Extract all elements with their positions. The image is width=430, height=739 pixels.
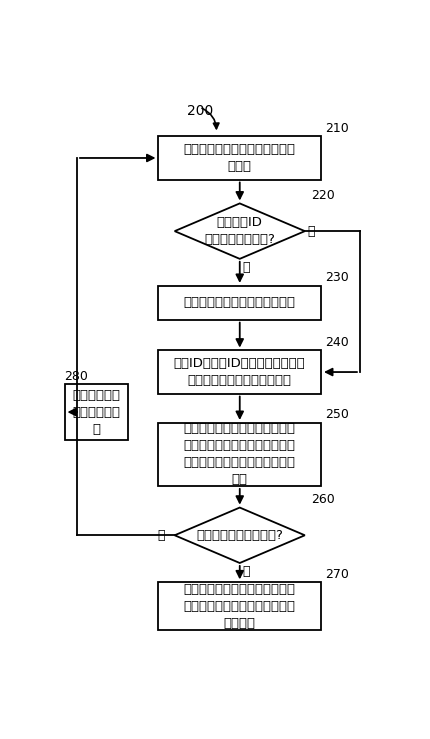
Text: 220: 220 bbox=[311, 189, 335, 202]
FancyBboxPatch shape bbox=[158, 350, 321, 394]
Polygon shape bbox=[175, 508, 305, 563]
FancyBboxPatch shape bbox=[158, 423, 321, 486]
Text: 200: 200 bbox=[187, 104, 213, 118]
Text: 接收来自交易产生设备的交易处
理请求: 接收来自交易产生设备的交易处 理请求 bbox=[184, 143, 296, 173]
Polygon shape bbox=[175, 203, 305, 259]
Text: 240: 240 bbox=[325, 336, 349, 349]
Text: 230: 230 bbox=[325, 271, 349, 285]
Text: 210: 210 bbox=[325, 122, 349, 135]
Text: 否: 否 bbox=[243, 261, 250, 274]
FancyBboxPatch shape bbox=[158, 286, 321, 320]
Text: 为该交易处理请求创建交易计划: 为该交易处理请求创建交易计划 bbox=[184, 296, 296, 309]
Text: 否: 否 bbox=[158, 529, 165, 542]
FancyBboxPatch shape bbox=[64, 384, 128, 440]
Text: 270: 270 bbox=[325, 568, 349, 581]
FancyBboxPatch shape bbox=[158, 137, 321, 180]
Text: 是: 是 bbox=[243, 565, 250, 579]
Text: 存在与批ID
相对应的交易计划?: 存在与批ID 相对应的交易计划? bbox=[204, 216, 275, 246]
Text: 在接收到针对批量交易的所有交
易数据后，将交易计划中的所有
交易作为一个批量交易事务进行
处理: 在接收到针对批量交易的所有交 易数据后，将交易计划中的所有 交易作为一个批量交易… bbox=[184, 423, 296, 486]
Text: 260: 260 bbox=[311, 493, 335, 506]
Text: 250: 250 bbox=[325, 409, 349, 421]
Text: 280: 280 bbox=[64, 370, 89, 383]
Text: 是: 是 bbox=[307, 225, 315, 238]
FancyBboxPatch shape bbox=[158, 582, 321, 630]
Text: 将页ID和该页ID对应的多个交易的
交易数据添加到该交易计划中: 将页ID和该页ID对应的多个交易的 交易数据添加到该交易计划中 bbox=[174, 357, 306, 387]
Text: 批量交易事务处理成功?: 批量交易事务处理成功? bbox=[197, 529, 283, 542]
Text: 回滚批量交易
对应的账户数
据: 回滚批量交易 对应的账户数 据 bbox=[72, 389, 120, 435]
Text: 在与交易处理设备相关联的数据
库中提交该批量交易对应的处理
结果数据: 在与交易处理设备相关联的数据 库中提交该批量交易对应的处理 结果数据 bbox=[184, 582, 296, 630]
